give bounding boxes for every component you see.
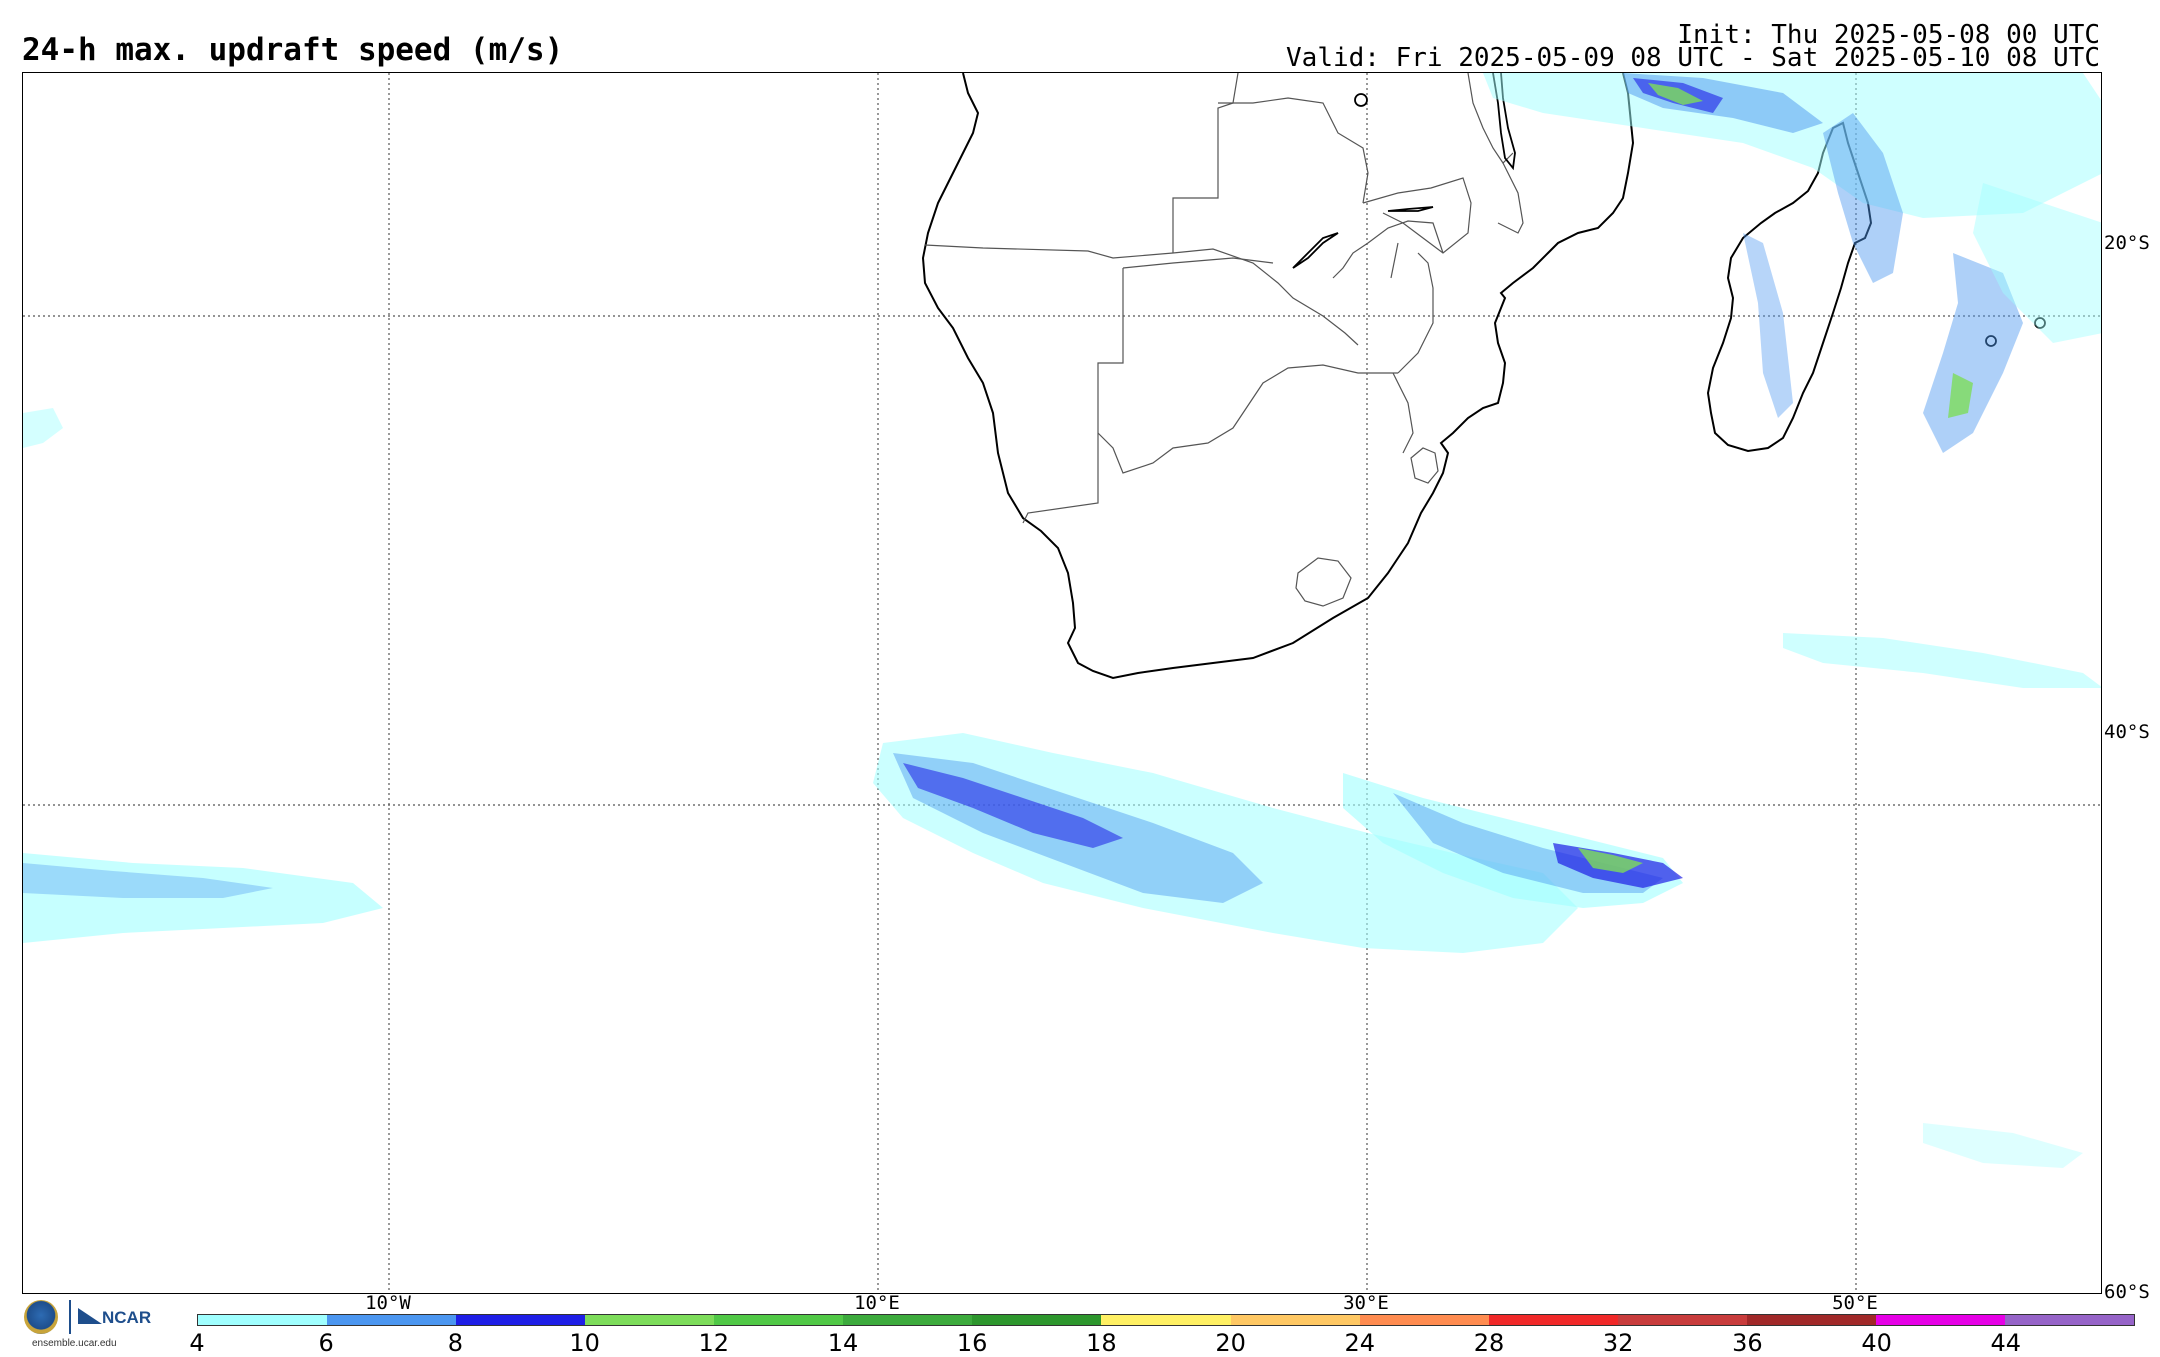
madagascar-coastline — [1706, 121, 1873, 453]
logo-url: ensemble.ucar.edu — [32, 1338, 117, 1349]
colorbar-segment — [2004, 1315, 2134, 1325]
lake-cahora — [1387, 206, 1434, 212]
lat-label-40s: 40°S — [2104, 721, 2150, 743]
graticule — [23, 73, 2101, 1293]
nsf-ncar-logo: NCAR ensemble.ucar.edu — [22, 1298, 172, 1354]
lon-label-50e: 50°E — [1832, 1292, 1878, 1314]
colorbar-segment — [1875, 1315, 2005, 1325]
ncar-wordmark: NCAR — [102, 1308, 152, 1327]
colorbar — [197, 1314, 2135, 1326]
colorbar-tick-label: 16 — [956, 1329, 988, 1357]
colorbar-segment — [327, 1315, 457, 1325]
colorbar-tick-label: 40 — [1861, 1329, 1892, 1357]
colorbar-segment — [843, 1315, 973, 1325]
colorbar-tick-label: 44 — [1990, 1329, 2022, 1357]
valid-time: Valid: Fri 2025-05-09 08 UTC - Sat 2025-… — [1286, 43, 2100, 73]
colorbar-segment — [1488, 1315, 1618, 1325]
lon-label-10w: 10°W — [365, 1292, 411, 1314]
ncar-mark-icon — [78, 1308, 102, 1324]
colorbar-segment — [714, 1315, 844, 1325]
colorbar-tick-label: 14 — [827, 1329, 859, 1357]
lesotho-border — [1295, 557, 1352, 607]
lake-kariba — [1292, 232, 1339, 269]
colorbar-tick-label: 6 — [318, 1329, 334, 1357]
map-panel — [22, 72, 2102, 1294]
country-borders — [924, 73, 1524, 524]
colorbar-segment — [1101, 1315, 1231, 1325]
map-title: 24-h max. updraft speed (m/s) — [22, 32, 564, 68]
colorbar-tick-label: 28 — [1473, 1329, 1505, 1357]
colorbar-segment — [1359, 1315, 1489, 1325]
eswatini-border — [1410, 447, 1439, 484]
lake-malawi — [1492, 73, 1516, 171]
map-canvas — [23, 73, 2101, 1293]
colorbar-segment — [585, 1315, 715, 1325]
colorbar-tick-label: 20 — [1215, 1329, 1246, 1357]
lon-label-30e: 30°E — [1343, 1292, 1389, 1314]
colorbar-segment — [1230, 1315, 1360, 1325]
colorbar-segment — [1617, 1315, 1747, 1325]
colorbar-tick-label: 24 — [1344, 1329, 1376, 1357]
africa-coastline — [921, 73, 1635, 680]
colorbar-segment — [198, 1315, 328, 1325]
colorbar-tick-label: 10 — [569, 1329, 600, 1357]
reunion-island — [2034, 317, 2046, 329]
lon-label-10e: 10°E — [854, 1292, 900, 1314]
lat-label-20s: 20°S — [2104, 232, 2150, 254]
lake-small — [1354, 93, 1368, 107]
colorbar-tick-label: 12 — [698, 1329, 730, 1357]
colorbar-tick-label: 36 — [1732, 1329, 1763, 1357]
mauritius-island — [1985, 335, 1997, 347]
init-time: Init: Thu 2025-05-08 00 UTC — [1677, 20, 2100, 50]
nsf-emblem-icon — [24, 1300, 58, 1334]
colorbar-segment — [972, 1315, 1102, 1325]
colorbar-tick-label: 32 — [1602, 1329, 1634, 1357]
updraft-field-southern-ocean — [23, 408, 2101, 1168]
colorbar-segment — [1746, 1315, 1876, 1325]
logo-divider — [69, 1300, 71, 1334]
colorbar-tick-label: 8 — [447, 1329, 464, 1357]
colorbar-tick-label: 4 — [189, 1329, 205, 1357]
updraft-field-madagascar — [1483, 73, 2101, 453]
colorbar-segment — [456, 1315, 586, 1325]
lat-label-60s: 60°S — [2104, 1281, 2150, 1303]
colorbar-tick-label: 18 — [1086, 1329, 1117, 1357]
